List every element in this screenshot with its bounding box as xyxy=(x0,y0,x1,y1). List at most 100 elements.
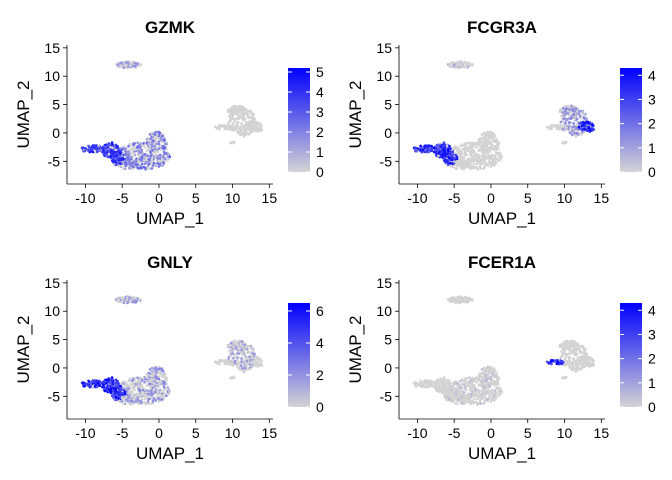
cell-point xyxy=(106,384,109,387)
cell-point xyxy=(230,352,234,355)
x-tick-label: 5 xyxy=(192,190,200,206)
cell-point xyxy=(415,384,418,388)
cell-point xyxy=(228,360,231,364)
cell-point xyxy=(564,345,567,348)
cell-point xyxy=(570,133,574,137)
cell-point xyxy=(251,352,254,355)
cell-point xyxy=(136,141,140,145)
cell-point xyxy=(235,121,239,124)
cell-point xyxy=(152,142,156,146)
cell-point xyxy=(585,120,588,124)
colorbar-tick-label: 0 xyxy=(648,164,656,180)
cell-point xyxy=(143,381,146,384)
cell-point xyxy=(472,397,476,401)
cell-point xyxy=(545,125,549,129)
cell-point xyxy=(158,367,161,371)
cell-point xyxy=(443,381,446,385)
cell-point xyxy=(568,348,572,352)
cell-point xyxy=(89,148,93,152)
cell-point xyxy=(583,360,586,363)
cell-point xyxy=(125,390,129,393)
cell-point xyxy=(456,153,460,156)
y-axis-label: UMAP_2 xyxy=(14,315,33,383)
cell-point xyxy=(563,340,567,343)
cell-point xyxy=(147,160,150,164)
cell-point xyxy=(499,158,502,161)
cell-point xyxy=(229,141,232,145)
cell-point xyxy=(241,131,244,135)
cell-point xyxy=(578,367,582,370)
cell-point xyxy=(223,362,227,365)
cell-point xyxy=(161,155,165,158)
cell-point xyxy=(441,381,444,384)
cell-point xyxy=(561,346,565,349)
cell-point xyxy=(468,298,471,301)
cell-point xyxy=(161,390,165,393)
cell-point xyxy=(472,162,476,166)
cell-point xyxy=(246,132,250,135)
cell-point xyxy=(481,389,484,393)
x-axis-label: UMAP_1 xyxy=(468,209,536,228)
cell-point xyxy=(130,144,134,148)
cell-point xyxy=(480,379,484,383)
cell-point xyxy=(120,397,124,400)
cell-point xyxy=(574,369,578,372)
cell-point xyxy=(238,368,242,372)
cell-point xyxy=(448,382,452,386)
cell-point xyxy=(462,164,465,167)
cell-point xyxy=(464,388,467,392)
cell-point xyxy=(135,394,138,398)
cell-point xyxy=(486,375,489,379)
cell-point xyxy=(230,359,234,362)
cell-point xyxy=(130,399,133,402)
cell-point xyxy=(157,140,161,143)
cell-point xyxy=(159,137,162,140)
cell-point xyxy=(588,126,591,130)
cell-point xyxy=(247,122,250,125)
cell-point xyxy=(251,365,254,369)
cell-point xyxy=(490,132,493,136)
cell-point xyxy=(216,126,220,129)
y-tick-label: 0 xyxy=(384,125,392,141)
cell-point xyxy=(486,371,490,374)
cell-point xyxy=(471,384,474,388)
cell-point xyxy=(119,155,122,158)
cell-point xyxy=(236,108,240,111)
cell-point xyxy=(561,128,564,131)
cell-point xyxy=(486,156,489,159)
cell-point xyxy=(258,129,262,132)
cell-point xyxy=(131,60,135,64)
cell-point xyxy=(122,147,125,150)
cell-point xyxy=(154,156,157,159)
colorbar xyxy=(288,303,310,407)
cell-points xyxy=(80,295,264,406)
cell-point xyxy=(152,372,155,375)
cell-point xyxy=(494,397,498,400)
cell-point xyxy=(152,161,156,165)
x-tick-label: 0 xyxy=(155,425,163,441)
cell-point xyxy=(164,144,168,148)
cell-point xyxy=(243,123,246,127)
cell-point xyxy=(572,364,575,367)
cell-point xyxy=(157,142,161,146)
cell-point xyxy=(127,386,130,390)
cell-point xyxy=(132,400,135,404)
cell-point xyxy=(453,156,457,160)
cell-point xyxy=(454,145,457,148)
cell-point xyxy=(149,389,152,393)
cell-point xyxy=(477,141,481,144)
cell-point xyxy=(484,139,487,143)
cell-point xyxy=(122,66,125,70)
cell-point xyxy=(236,366,240,370)
cell-point xyxy=(119,393,122,397)
cell-point xyxy=(564,110,567,113)
cell-point xyxy=(467,163,470,167)
cell-point xyxy=(459,155,463,158)
cell-point xyxy=(425,384,429,388)
cell-point xyxy=(499,393,502,396)
cell-point xyxy=(415,149,418,153)
cell-point xyxy=(158,132,161,136)
cell-point xyxy=(484,161,488,165)
x-tick-label: 5 xyxy=(524,190,532,206)
cell-point xyxy=(428,385,431,389)
